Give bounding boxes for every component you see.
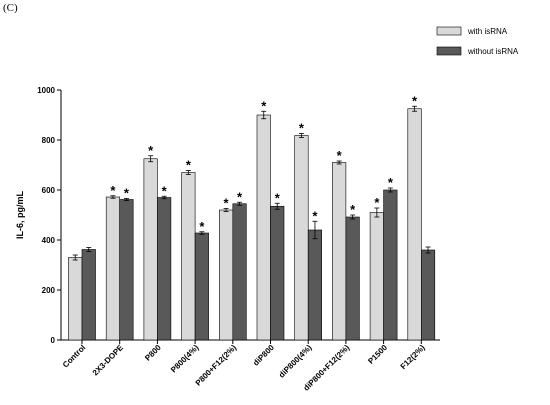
panel-label: (C) [3, 2, 18, 14]
significance-star: * [237, 189, 243, 204]
y-tick-label: 0 [51, 336, 56, 345]
x-category-label: P800(4%) [169, 343, 201, 375]
significance-star: * [337, 148, 343, 163]
bar [157, 197, 172, 341]
significance-star: * [312, 208, 318, 223]
significance-star: * [350, 202, 356, 217]
chart-legend: with isRNA without isRNA [436, 26, 519, 56]
bar [256, 114, 271, 341]
bar [369, 212, 384, 341]
bar [383, 189, 398, 341]
significance-star: * [162, 183, 168, 198]
significance-star: * [148, 143, 154, 158]
legend-label: without isRNA [467, 47, 519, 56]
significance-star: * [124, 186, 130, 201]
significance-star: * [299, 121, 305, 136]
significance-star: * [186, 158, 192, 173]
bar [181, 172, 196, 341]
y-tick-label: 200 [42, 286, 56, 295]
bar [194, 232, 209, 341]
bar [294, 135, 309, 341]
x-category-label: F12(2%) [399, 343, 427, 371]
bar [68, 257, 83, 341]
chart-bars: * * * * * * * * * * * * * * * * * [68, 93, 436, 341]
x-category-label: diP800(4%) [277, 343, 314, 380]
significance-star: * [412, 93, 418, 108]
bar [407, 108, 422, 341]
x-category-label: 2X3-DOPE [91, 343, 126, 378]
legend-swatch [436, 46, 462, 56]
significance-star: * [110, 183, 116, 198]
significance-star: * [275, 190, 281, 205]
significance-star: * [261, 98, 267, 113]
bar [307, 229, 323, 341]
significance-star: * [374, 195, 380, 210]
x-category-label: P1500 [366, 343, 389, 366]
x-category-label: Control [61, 343, 87, 369]
bar [219, 209, 234, 341]
significance-star: * [388, 175, 394, 190]
bar [119, 199, 134, 341]
x-category-label: diP800 [251, 343, 276, 368]
legend-swatch [436, 26, 462, 36]
y-tick-label: 600 [42, 186, 56, 195]
y-tick-label: 400 [42, 236, 56, 245]
significance-star: * [199, 219, 205, 234]
significance-star: * [224, 196, 230, 211]
bar [420, 249, 436, 341]
bar [105, 196, 120, 341]
bar [345, 216, 360, 341]
y-tick-label: 1000 [37, 86, 55, 95]
y-axis-title: IL-6, pg/mL [15, 191, 25, 239]
bar [232, 203, 247, 341]
bar [81, 249, 96, 341]
legend-label: with isRNA [467, 27, 508, 36]
y-tick-label: 800 [42, 136, 56, 145]
bar [270, 205, 285, 341]
bar [143, 158, 158, 341]
x-category-label: P800 [143, 343, 163, 363]
bar [332, 162, 347, 341]
